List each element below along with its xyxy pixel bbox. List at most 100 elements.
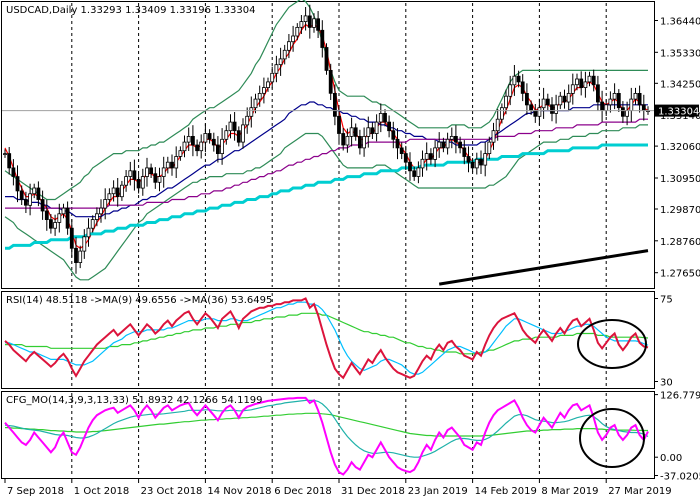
candle-bull bbox=[174, 156, 179, 169]
candle-bull bbox=[629, 98, 634, 111]
candle-bear bbox=[211, 138, 216, 146]
y-tick-label: 1.30950 bbox=[660, 174, 700, 185]
ma-line bbox=[5, 143, 648, 250]
candle-bear bbox=[15, 176, 20, 192]
candle-bull bbox=[583, 81, 588, 89]
candle-bull bbox=[124, 176, 128, 186]
candle-bull bbox=[178, 150, 183, 157]
candle-bull bbox=[416, 167, 421, 177]
candle-bull bbox=[257, 93, 262, 100]
candle-bull bbox=[433, 147, 438, 160]
candle-bull bbox=[220, 138, 225, 155]
candle-bull bbox=[145, 167, 149, 177]
candle-bull bbox=[103, 199, 108, 209]
candle-bull bbox=[90, 219, 95, 229]
candle-bull bbox=[241, 124, 245, 143]
candle-bull bbox=[362, 135, 367, 149]
candle-bull bbox=[537, 107, 542, 117]
candle-bull bbox=[53, 222, 57, 229]
candle-bull bbox=[57, 213, 62, 223]
indicator-line bbox=[4, 297, 649, 380]
candle-bull bbox=[541, 98, 546, 109]
candle-bull bbox=[483, 153, 488, 166]
candle-bear bbox=[520, 81, 525, 94]
candle-bull bbox=[61, 207, 66, 215]
candle-bull bbox=[291, 35, 296, 43]
candle-bull bbox=[437, 141, 442, 149]
candle-bear bbox=[215, 144, 220, 155]
candle-bear bbox=[316, 18, 321, 31]
candle-bear bbox=[387, 121, 392, 132]
candle-bull bbox=[99, 207, 103, 215]
candle-bull bbox=[495, 118, 500, 132]
candle-bear bbox=[23, 199, 28, 206]
candle-bear bbox=[324, 47, 329, 71]
cfg-lines bbox=[4, 396, 649, 476]
x-tick-label: 31 Dec 2018 bbox=[341, 486, 405, 497]
rsi-title: RSI(14) 48.5118 ->MA(9) 49.6556 ->MA(36)… bbox=[6, 295, 272, 306]
y-tick-label: 30 bbox=[660, 378, 673, 389]
candle-bear bbox=[49, 219, 53, 229]
candle-bull bbox=[111, 187, 116, 195]
rsi-highlight-ellipse bbox=[577, 319, 647, 369]
candle-bear bbox=[470, 161, 475, 169]
candle-bull bbox=[424, 153, 429, 160]
candle-bull bbox=[303, 15, 308, 22]
candle-bull bbox=[32, 187, 37, 195]
candle-bull bbox=[161, 167, 166, 177]
candle-bear bbox=[545, 98, 550, 106]
candle-bull bbox=[107, 193, 112, 200]
candle-bull bbox=[499, 107, 504, 120]
candle-bull bbox=[512, 75, 517, 86]
candle-bull bbox=[266, 81, 270, 89]
candle-bear bbox=[332, 93, 337, 117]
candle-bear bbox=[412, 170, 417, 177]
candle-bull bbox=[120, 184, 124, 198]
candle-bull bbox=[378, 113, 383, 123]
candle-bull bbox=[445, 138, 450, 149]
candle-bull bbox=[312, 18, 316, 28]
candle-bull bbox=[278, 58, 283, 66]
time-axis: 7 Sep 2018 1 Oct 2018 23 Oct 2018 14 Nov 20… bbox=[4, 479, 672, 497]
candle-bear bbox=[232, 121, 237, 132]
candle-bear bbox=[7, 153, 12, 169]
cfg-panel-frame bbox=[1, 391, 655, 479]
candle-bear bbox=[516, 75, 521, 83]
candle-bull bbox=[604, 104, 609, 111]
candle-bear bbox=[408, 161, 412, 172]
rsi-panel-frame bbox=[1, 291, 655, 389]
candle-bull bbox=[374, 121, 379, 134]
candle-bull bbox=[504, 95, 508, 109]
x-tick-label: 14 Nov 2018 bbox=[207, 486, 271, 497]
candle-bear bbox=[525, 93, 529, 106]
candle-bear bbox=[395, 138, 400, 149]
x-tick-label: 1 Oct 2018 bbox=[74, 486, 129, 497]
candle-bull bbox=[86, 227, 91, 238]
trend-line bbox=[438, 249, 649, 286]
candle-bear bbox=[357, 135, 362, 149]
candle-bull bbox=[608, 98, 613, 106]
candle-bull bbox=[487, 141, 492, 155]
candle-bear bbox=[40, 199, 45, 212]
candle-bear bbox=[337, 115, 341, 134]
candle-bear bbox=[621, 107, 625, 117]
rsi-grid bbox=[71, 293, 607, 387]
cfg-grid bbox=[71, 393, 607, 477]
candle-bear bbox=[399, 147, 404, 154]
candles bbox=[3, 4, 650, 274]
candle-bear bbox=[383, 113, 387, 123]
cfg-highlight-ellipse bbox=[579, 408, 645, 468]
candle-bear bbox=[616, 93, 621, 109]
x-tick-label: 7 Sep 2018 bbox=[7, 486, 64, 497]
candle-bull bbox=[140, 176, 145, 189]
y-tick-label: 1.27650 bbox=[660, 269, 700, 280]
candle-bear bbox=[462, 147, 467, 157]
candle-bear bbox=[428, 153, 433, 160]
candle-bear bbox=[591, 75, 596, 86]
ma-line bbox=[5, 118, 648, 209]
y-tick-label: 1.34250 bbox=[660, 79, 700, 90]
y-tick-label: 1.28760 bbox=[660, 237, 700, 248]
candle-bull bbox=[349, 127, 354, 137]
candle-bear bbox=[307, 15, 312, 28]
